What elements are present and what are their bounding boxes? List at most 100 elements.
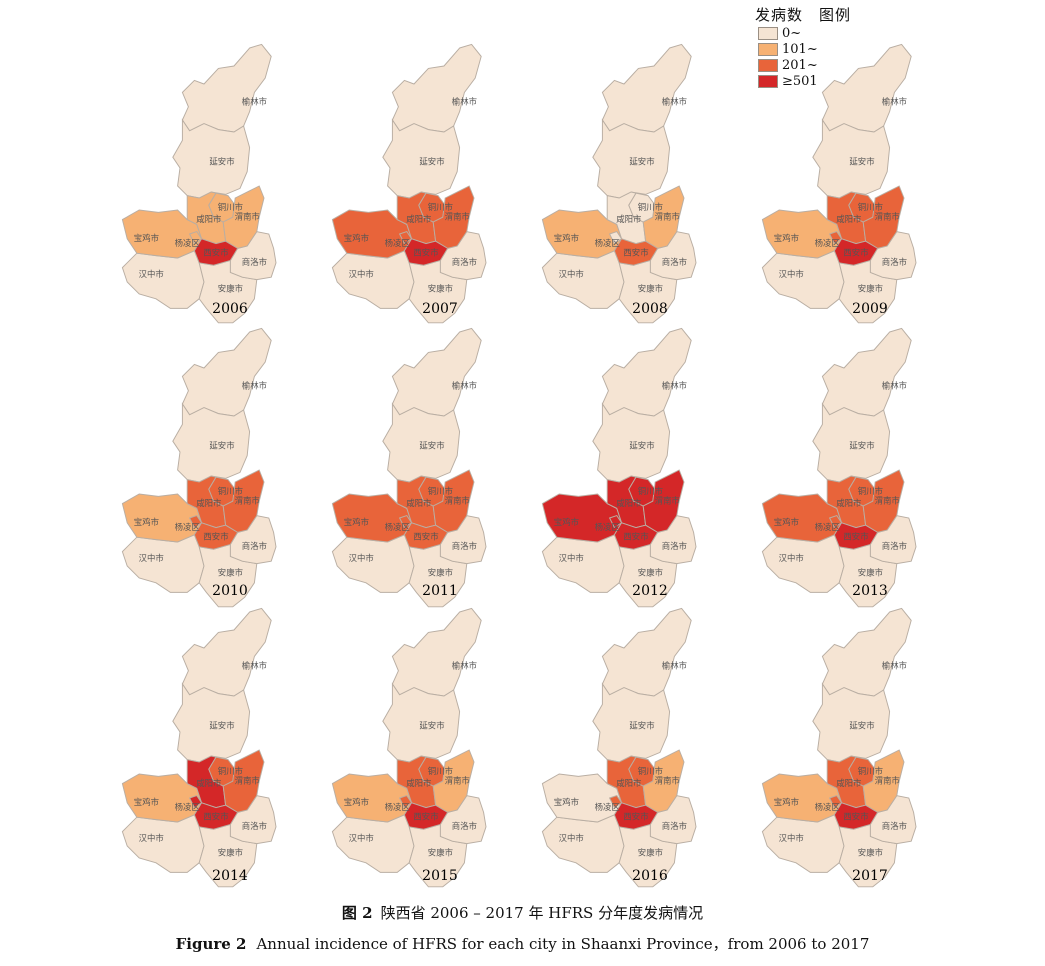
city-label-xianyang: 咸阳市	[616, 778, 641, 788]
city-label-weinan: 渭南市	[875, 212, 900, 222]
region-hanzhong	[331, 814, 415, 873]
city-label-tongchuan: 铜川市	[428, 766, 453, 776]
year-label: 2017	[852, 868, 888, 884]
city-label-yulin: 榆林市	[452, 660, 477, 670]
city-label-hanzhong: 汉中市	[559, 553, 584, 563]
legend-item: 101~	[752, 41, 892, 57]
region-xian	[193, 522, 239, 550]
city-label-xian: 西安市	[413, 248, 438, 258]
region-weinan	[222, 469, 265, 533]
city-label-shangluo: 商洛市	[882, 821, 907, 831]
city-label-yanan: 延安市	[629, 156, 654, 166]
city-label-xian: 西安市	[623, 532, 648, 542]
region-hanzhong	[331, 250, 415, 309]
city-label-baoji: 宝鸡市	[774, 517, 799, 527]
region-yanan	[382, 118, 461, 199]
region-yanan	[592, 402, 671, 483]
year-label: 2009	[852, 301, 888, 317]
city-label-baoji: 宝鸡市	[554, 517, 579, 527]
city-label-yulin: 榆林市	[242, 380, 267, 390]
city-label-baoji: 宝鸡市	[344, 517, 369, 527]
city-label-tongchuan: 铜川市	[218, 202, 243, 212]
city-label-xian: 西安市	[203, 532, 228, 542]
city-label-yangling: 杨凌区	[815, 522, 840, 532]
city-label-tongchuan: 铜川市	[428, 202, 453, 212]
city-label-yanan: 延安市	[209, 720, 234, 730]
city-label-hanzhong: 汉中市	[559, 269, 584, 279]
region-hanzhong	[541, 250, 625, 309]
legend-title: 发病数 图例	[755, 6, 852, 24]
region-hanzhong	[761, 814, 845, 873]
city-label-xianyang: 咸阳市	[406, 498, 431, 508]
city-label-yangling: 杨凌区	[385, 238, 410, 248]
caption-english: Figure 2 Annual incidence of HFRS for eac…	[0, 933, 1045, 954]
year-label: 2008	[632, 301, 668, 317]
map-legend: 发病数 图例 0~ 101~ 201~ ≥501	[752, 4, 892, 89]
region-yanan	[172, 118, 251, 199]
caption-cn-text: 陕西省 2006 – 2017 年 HFRS 分年度发病情况	[380, 904, 704, 922]
year-label: 2015	[422, 868, 458, 884]
city-label-tongchuan: 铜川市	[858, 202, 883, 212]
region-yulin	[601, 607, 692, 697]
legend-item: ≥501	[752, 73, 892, 89]
region-yanan	[382, 402, 461, 483]
city-label-baoji: 宝鸡市	[554, 797, 579, 807]
city-label-ankang: 安康市	[638, 568, 663, 578]
city-label-hanzhong: 汉中市	[139, 833, 164, 843]
legend-swatch	[758, 42, 778, 56]
city-label-ankang: 安康市	[218, 284, 243, 294]
city-label-xian: 西安市	[843, 812, 868, 822]
city-label-yulin: 榆林市	[452, 380, 477, 390]
city-label-xian: 西安市	[843, 248, 868, 258]
region-yangling	[398, 231, 413, 245]
city-label-xian: 西安市	[413, 532, 438, 542]
city-label-shangluo: 商洛市	[242, 257, 267, 267]
year-label: 2006	[212, 301, 248, 317]
city-label-shangluo: 商洛市	[242, 821, 267, 831]
region-xian	[403, 522, 449, 550]
caption-cn-label: 图 2	[341, 904, 373, 922]
year-label: 2012	[632, 583, 668, 599]
region-weinan	[862, 469, 905, 533]
legend-label: ≥501	[782, 73, 818, 89]
caption-en-text: Annual incidence of HFRS for each city i…	[256, 935, 870, 953]
city-label-hanzhong: 汉中市	[779, 833, 804, 843]
year-label: 2014	[212, 868, 248, 884]
city-label-yulin: 榆林市	[662, 380, 687, 390]
region-hanzhong	[121, 534, 205, 593]
city-label-baoji: 宝鸡市	[134, 797, 159, 807]
city-label-tongchuan: 铜川市	[858, 766, 883, 776]
city-label-shangluo: 商洛市	[452, 821, 477, 831]
legend-item: 201~	[752, 57, 892, 73]
region-weinan	[222, 185, 265, 249]
city-label-xianyang: 咸阳市	[196, 498, 221, 508]
region-hanzhong	[541, 814, 625, 873]
city-label-weinan: 渭南市	[655, 776, 680, 786]
region-yulin	[601, 327, 692, 417]
region-xian	[613, 522, 659, 550]
city-label-shangluo: 商洛市	[662, 541, 687, 551]
city-label-yangling: 杨凌区	[175, 802, 200, 812]
city-label-hanzhong: 汉中市	[559, 833, 584, 843]
city-label-yanan: 延安市	[849, 440, 874, 450]
city-label-shangluo: 商洛市	[242, 541, 267, 551]
region-yanan	[172, 402, 251, 483]
city-label-hanzhong: 汉中市	[349, 833, 374, 843]
city-label-baoji: 宝鸡市	[774, 233, 799, 243]
city-label-yanan: 延安市	[849, 156, 874, 166]
city-label-tongchuan: 铜川市	[218, 766, 243, 776]
region-weinan	[642, 469, 685, 533]
city-label-tongchuan: 铜川市	[858, 486, 883, 496]
city-label-yulin: 榆林市	[662, 96, 687, 106]
city-label-weinan: 渭南市	[235, 212, 260, 222]
region-yulin	[391, 327, 482, 417]
city-label-hanzhong: 汉中市	[779, 269, 804, 279]
city-label-yanan: 延安市	[209, 440, 234, 450]
city-label-yulin: 榆林市	[882, 660, 907, 670]
region-xian	[833, 238, 879, 266]
city-label-xian: 西安市	[623, 248, 648, 258]
region-yangling	[188, 231, 203, 245]
legend-swatch	[758, 58, 778, 72]
legend-label: 0~	[782, 25, 802, 41]
